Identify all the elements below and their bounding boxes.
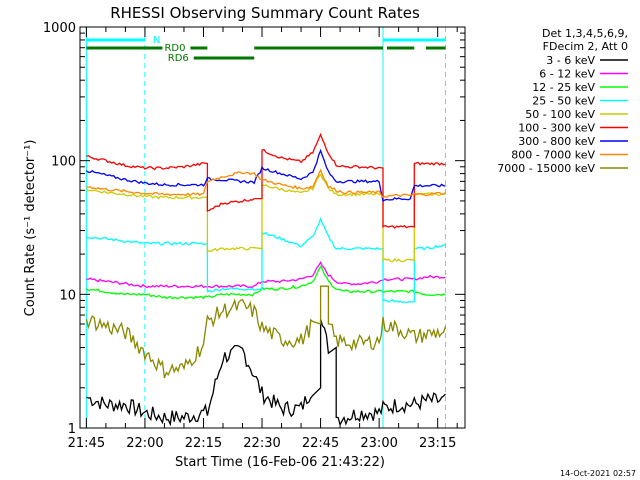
series-line-6 <box>86 148 446 202</box>
annotation-label-rd6: RD6 <box>168 53 189 64</box>
y-tick-label: 100 <box>51 155 76 170</box>
legend: Det 1,3,4,5,6,9,FDecim 2, Att 03 - 6 keV… <box>497 27 628 175</box>
x-tick-label: 23:15 <box>419 436 456 451</box>
x-tick-label: 21:45 <box>68 436 105 451</box>
annotation-label-bg <box>150 34 163 44</box>
series-line-7 <box>86 168 446 199</box>
annotation-label-n: N <box>153 35 160 46</box>
y-tick-label: 1 <box>68 422 76 437</box>
legend-label-1: 6 - 12 keV <box>539 68 595 81</box>
series-line-5 <box>86 132 446 230</box>
legend-label-3: 25 - 50 keV <box>532 95 595 108</box>
series-line-4 <box>86 173 446 263</box>
x-axis-label: Start Time (16-Feb-06 21:43:22) <box>175 455 385 470</box>
annotation-label-bg <box>162 42 191 52</box>
legend-label-2: 12 - 25 keV <box>532 81 595 94</box>
legend-label-4: 50 - 100 keV <box>525 108 595 121</box>
annotation-label-bg <box>165 52 194 62</box>
x-tick-label: 23:00 <box>360 436 397 451</box>
annotation-label-rd0: RD0 <box>164 43 185 54</box>
x-tick-label: 22:15 <box>185 436 222 451</box>
plot-frame <box>79 26 466 429</box>
series-line-1 <box>86 261 446 289</box>
series-layer <box>85 132 447 427</box>
series-line-0 <box>86 319 446 427</box>
series-line-2 <box>85 265 446 300</box>
plot-axes: 1 10 100 1000 21:45 22:00 22:15 22:30 22:45 23:00… <box>43 21 466 451</box>
series-line-8 <box>85 285 447 379</box>
guide-lines <box>85 27 446 428</box>
x-tick-label: 22:45 <box>302 436 339 451</box>
chart-title: RHESSI Observing Summary Count Rates <box>110 4 420 22</box>
legend-header: Det 1,3,4,5,6,9, <box>542 27 628 40</box>
x-tick-label: 22:00 <box>126 436 163 451</box>
legend-header: FDecim 2, Att 0 <box>543 40 628 53</box>
legend-label-7: 800 - 7000 keV <box>511 149 595 162</box>
y-tick-label: 1000 <box>43 21 76 36</box>
series-line-3 <box>86 216 446 304</box>
legend-label-6: 300 - 800 keV <box>518 135 595 148</box>
legend-label-8: 7000 - 15000 keV <box>497 162 595 175</box>
y-axis-label: Count Rate (s⁻¹ detector⁻¹) <box>23 140 38 317</box>
footer-timestamp: 14-Oct-2021 02:57 <box>560 469 636 478</box>
y-tick-label: 10 <box>59 288 76 303</box>
legend-label-0: 3 - 6 keV <box>546 54 595 67</box>
x-tick-label: 22:30 <box>243 436 280 451</box>
legend-label-5: 100 - 300 keV <box>518 122 595 135</box>
